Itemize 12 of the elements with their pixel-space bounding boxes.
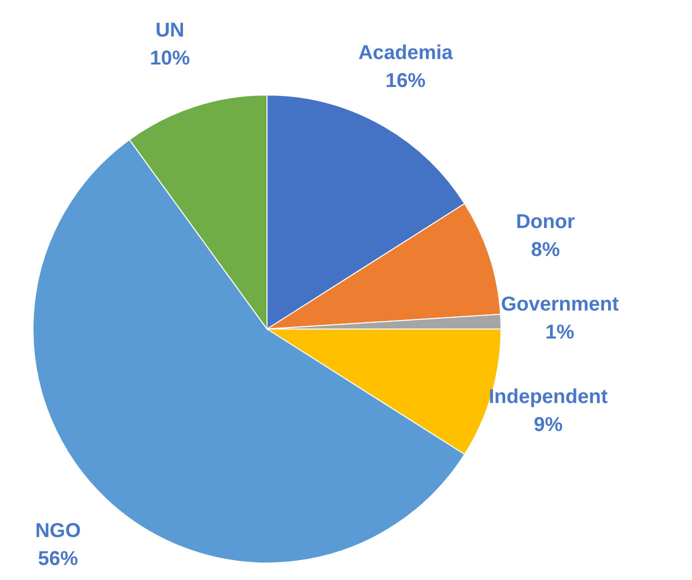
slice-label: NGO (35, 520, 81, 542)
data-label: 56% (38, 548, 78, 570)
data-label: 1% (545, 322, 575, 344)
slice-label: Donor (516, 210, 576, 233)
slice-label: Academia (358, 42, 454, 64)
slice-label: Government (500, 294, 620, 316)
data-label: 8% (530, 238, 560, 261)
data-label: 10% (150, 48, 190, 70)
data-label: 16% (386, 70, 426, 92)
slice-label: Independent (488, 386, 608, 408)
slice-label: UN (155, 20, 184, 42)
data-label: 9% (534, 414, 563, 436)
